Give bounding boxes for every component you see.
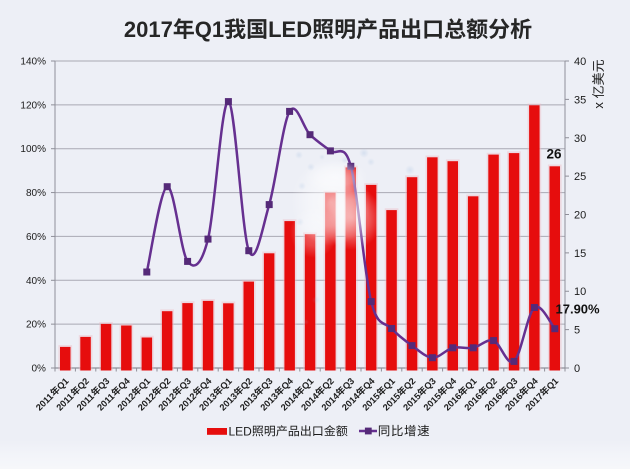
svg-text:20%: 20% [26, 320, 46, 331]
svg-text:LED: LED [268, 17, 312, 42]
svg-text:35: 35 [574, 94, 586, 106]
svg-text:Q1: Q1 [195, 17, 224, 42]
svg-text:80%: 80% [26, 188, 46, 199]
svg-text:5: 5 [574, 325, 580, 337]
svg-text:120%: 120% [20, 100, 46, 111]
svg-text:100%: 100% [20, 144, 46, 155]
svg-text:0: 0 [574, 363, 580, 375]
svg-text:0%: 0% [32, 364, 47, 375]
svg-text:140%: 140% [20, 57, 46, 68]
svg-text:x: x [591, 102, 606, 109]
svg-text:LED: LED [229, 424, 253, 438]
svg-text:60%: 60% [26, 232, 46, 243]
svg-text:20: 20 [574, 210, 586, 222]
svg-text:2017: 2017 [124, 17, 173, 42]
svg-text:40: 40 [574, 56, 586, 68]
svg-text:15: 15 [574, 248, 586, 260]
svg-text:40%: 40% [26, 276, 46, 287]
svg-text:26: 26 [547, 147, 563, 162]
svg-text:30: 30 [574, 133, 586, 145]
svg-text:25: 25 [574, 171, 586, 183]
svg-text:17.90%: 17.90% [556, 302, 601, 317]
svg-text:10: 10 [574, 286, 586, 298]
